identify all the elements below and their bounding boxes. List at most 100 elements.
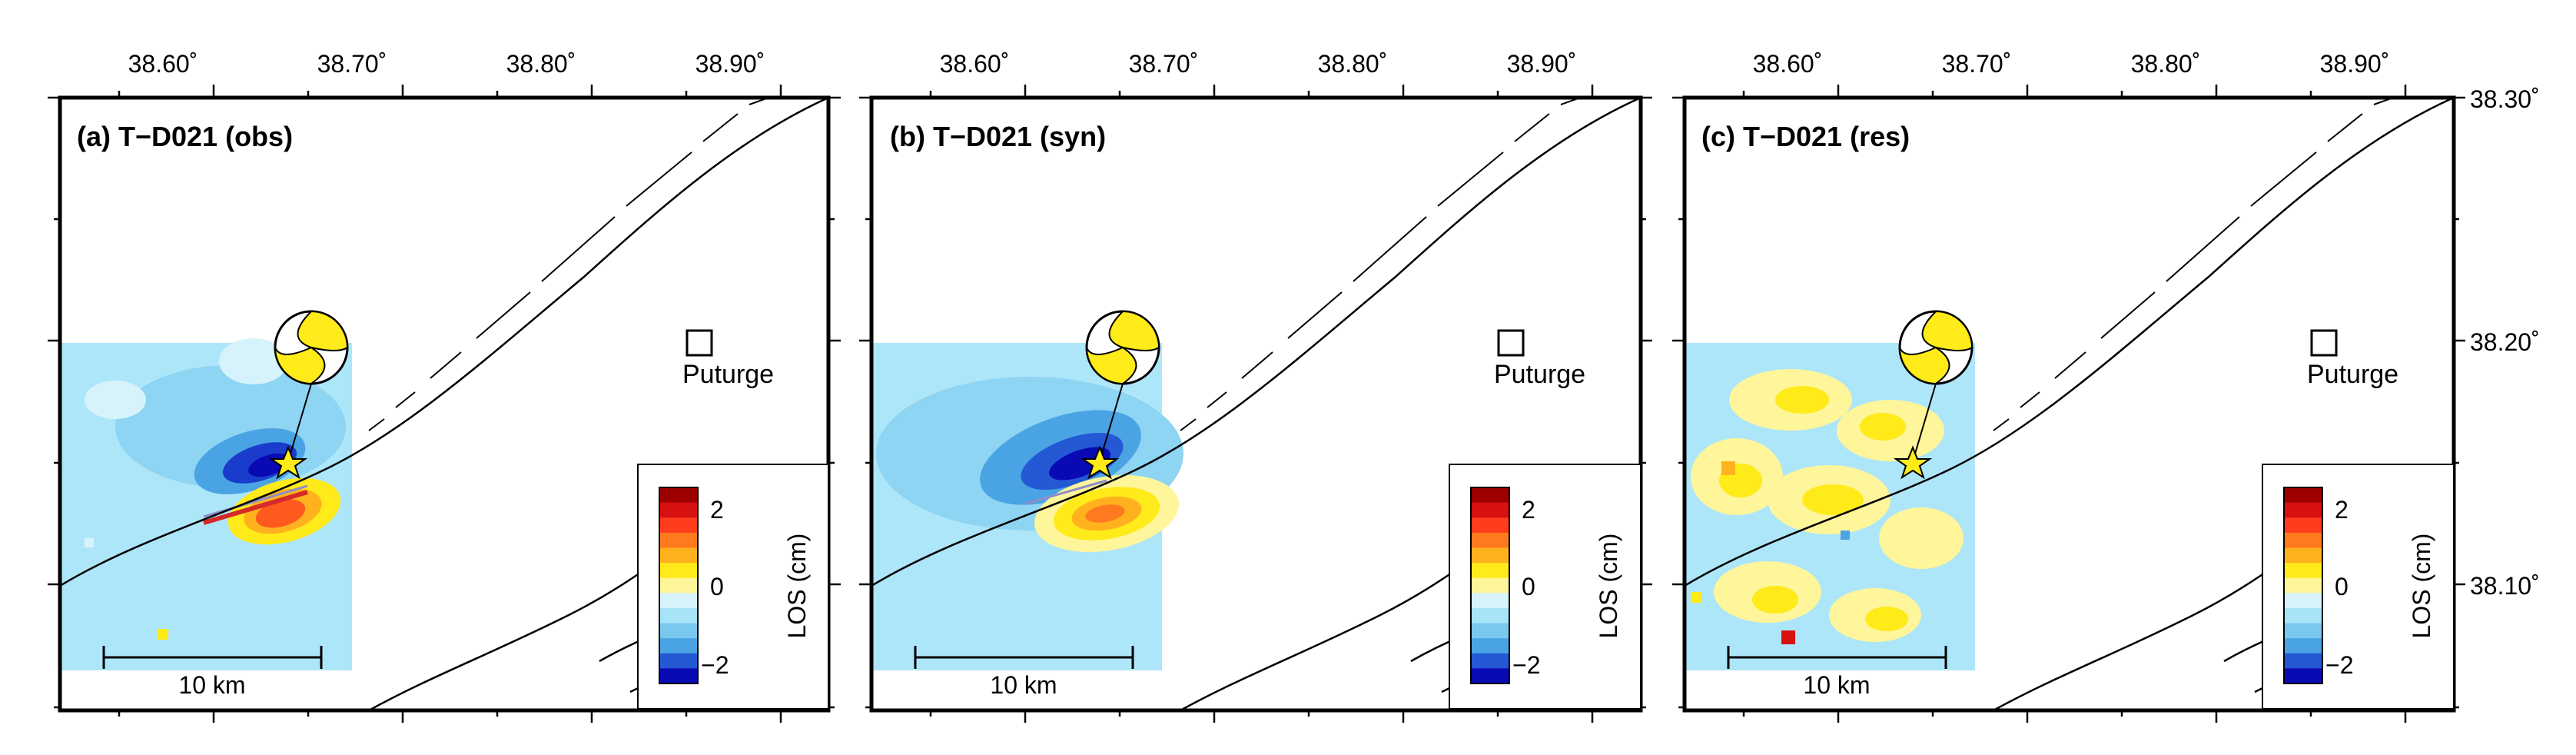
colorbar-cell [2284, 638, 2322, 654]
lon-tick: 38.60˚ [940, 50, 1010, 78]
lon-tick: 38.60˚ [128, 50, 198, 78]
scale-bar: 10 km [102, 646, 323, 699]
town-label: Puturge [1494, 360, 1585, 389]
colorbar-cell [2284, 623, 2322, 639]
colorbar-cell [659, 577, 698, 594]
panel-title: (b) T−D021 (syn) [890, 121, 1106, 152]
colorbar-cell [659, 638, 698, 654]
focal-mechanism-beachball [1898, 310, 1973, 462]
town-label: Puturge [2307, 360, 2398, 389]
scale-bar: 10 km [914, 646, 1134, 699]
colorbar-cell [2284, 532, 2322, 549]
colorbar-cell [1471, 517, 1509, 534]
colorbar-cell [1471, 668, 1509, 684]
colorbar-tick: −2 [2325, 651, 2353, 679]
focal-mechanism-beachball [1085, 310, 1160, 462]
lon-tick-labels: 38.60˚ 38.70˚ 38.80˚ 38.90˚ [1753, 50, 2390, 78]
colorbar-cell [1471, 653, 1509, 669]
colorbar-cell [2284, 668, 2322, 684]
lon-tick: 38.70˚ [1942, 50, 2012, 78]
colorbar-cell [1471, 638, 1509, 654]
lon-tick: 38.60˚ [1753, 50, 1823, 78]
colorbar-cell [2284, 653, 2322, 669]
deformation-field-syn [871, 343, 1183, 670]
deformation-field-obs [61, 338, 352, 670]
colorbar-cell [659, 593, 698, 609]
scale-bar-label: 10 km [1803, 671, 1870, 699]
colorbar-cell [659, 547, 698, 564]
panel-title: (a) T−D021 (obs) [77, 121, 293, 152]
colorbar-cell [1471, 623, 1509, 639]
colorbar-tick: 2 [1522, 496, 1535, 524]
colorbar-cell [1471, 547, 1509, 564]
epicenter-star-icon [1080, 445, 1120, 480]
colorbar-cell [2284, 517, 2322, 534]
colorbar-cell [659, 487, 698, 504]
scale-bar-label: 10 km [990, 671, 1057, 699]
colorbar-cell [1471, 532, 1509, 549]
colorbar-tick: −2 [701, 651, 729, 679]
colorbar-cell [1471, 593, 1509, 609]
colorbar-gradient [659, 487, 698, 684]
colorbar-cell [2284, 607, 2322, 624]
colorbar-tick: 0 [710, 573, 724, 600]
town-marker [1497, 329, 1525, 357]
colorbar-tick: 2 [2335, 496, 2349, 524]
lat-tick: 38.20˚ [2470, 328, 2540, 356]
colorbar-cell [1471, 487, 1509, 504]
colorbar-cell [2284, 593, 2322, 609]
colorbar-cell [659, 623, 698, 639]
epicenter-star-icon [268, 445, 308, 480]
panel-res: (c) T−D021 (res) Puturge 10 km 2 0 −2 LO… [1682, 50, 2456, 713]
colorbar-cell [1471, 607, 1509, 624]
lat-tick: 38.30˚ [2470, 85, 2540, 113]
colorbar-cell [659, 502, 698, 518]
colorbar-label: LOS (cm) [1595, 534, 1622, 639]
lon-tick: 38.70˚ [317, 50, 387, 78]
colorbar-cell [2284, 563, 2322, 579]
tick-marks [48, 85, 2465, 723]
deformation-field-res [1685, 343, 1975, 670]
lon-tick-labels: 38.60˚ 38.70˚ 38.80˚ 38.90˚ [128, 50, 765, 78]
colorbar-tick: −2 [1512, 651, 1540, 679]
colorbar-cell [1471, 502, 1509, 518]
lon-tick: 38.80˚ [1318, 50, 1388, 78]
lat-tick-labels: 38.30˚ 38.20˚ 38.10˚ [2470, 85, 2540, 600]
colorbar-cell [2284, 547, 2322, 564]
focal-mechanism-beachball [274, 310, 349, 462]
scale-bar: 10 km [1727, 646, 1947, 699]
colorbar-cell [1471, 577, 1509, 594]
colorbar-cell [659, 563, 698, 579]
colorbar-cell [1471, 563, 1509, 579]
lat-tick: 38.10˚ [2470, 572, 2540, 600]
map-frame [1682, 95, 2456, 713]
town-marker [2310, 329, 2338, 357]
panel-obs: (a) T−D021 (obs) Puturge 10 km 2 0 −2 LO… [58, 50, 831, 713]
panel-title: (c) T−D021 (res) [1701, 121, 1910, 152]
colorbar-gradient [1471, 487, 1509, 684]
lon-tick: 38.90˚ [1507, 50, 1577, 78]
colorbar-tick: 0 [2335, 573, 2349, 600]
colorbar: 2 0 −2 LOS (cm) [637, 464, 829, 710]
colorbar-label: LOS (cm) [2408, 534, 2435, 639]
colorbar-tick: 2 [710, 496, 724, 524]
colorbar-cell [659, 532, 698, 549]
colorbar-cell [659, 668, 698, 684]
colorbar-cell [659, 607, 698, 624]
panel-syn: (b) T−D021 (syn) Puturge 10 km 2 0 −2 LO… [869, 50, 1643, 713]
colorbar-tick: 0 [1522, 573, 1535, 600]
colorbar-label: LOS (cm) [783, 534, 811, 639]
colorbar-cell [2284, 502, 2322, 518]
town-label: Puturge [682, 360, 774, 389]
lon-tick: 38.80˚ [506, 50, 576, 78]
scale-bar-label: 10 km [178, 671, 245, 699]
colorbar-cell [2284, 487, 2322, 504]
colorbar-cell [2284, 577, 2322, 594]
lon-tick: 38.70˚ [1129, 50, 1199, 78]
epicenter-star-icon [1893, 445, 1933, 480]
lon-tick: 38.90˚ [2320, 50, 2390, 78]
colorbar: 2 0 −2 LOS (cm) [2262, 464, 2455, 710]
town-marker [685, 329, 713, 357]
lon-tick: 38.80˚ [2131, 50, 2201, 78]
